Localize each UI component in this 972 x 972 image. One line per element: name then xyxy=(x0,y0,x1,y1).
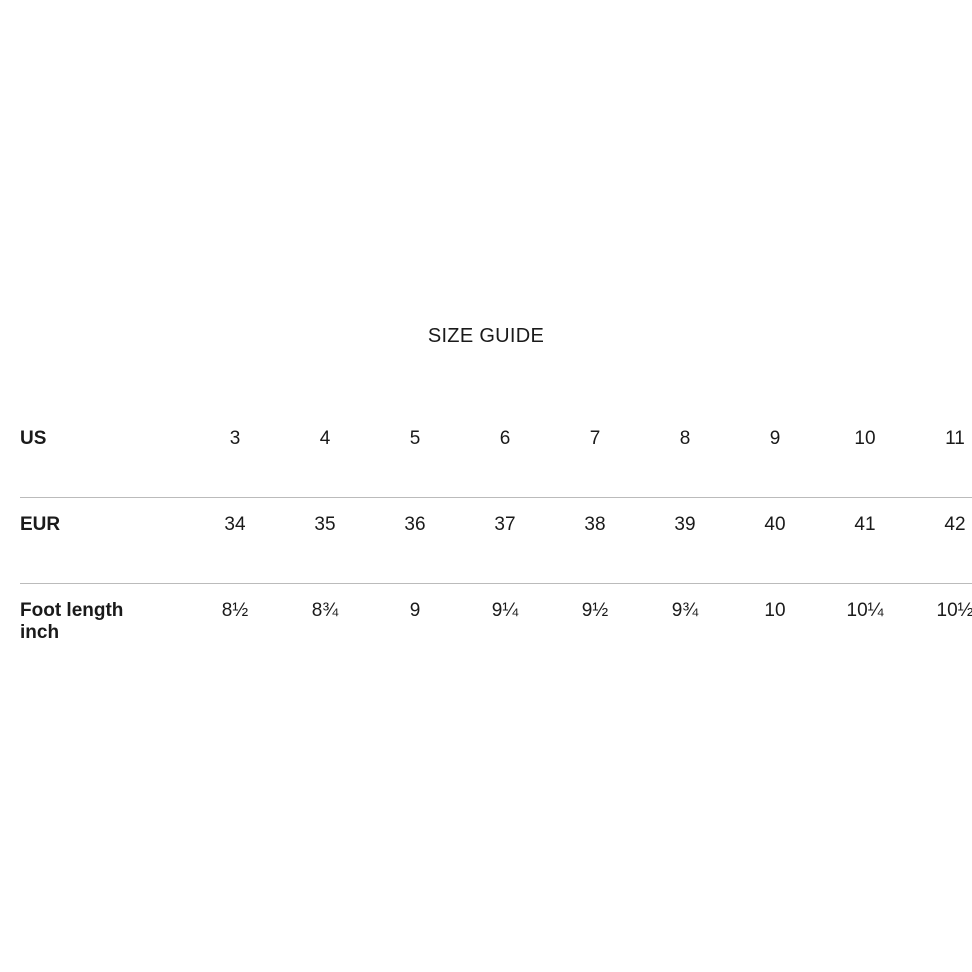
cell-us-2: 4 xyxy=(280,412,370,496)
row-divider-2-line xyxy=(20,582,972,584)
cell-eur-7-text: 40 xyxy=(764,514,786,535)
table-row: Foot length inch 8½ 8¾ 9 9¼ 9½ 9¾ 10 10¼… xyxy=(20,584,972,655)
row-label-us: US xyxy=(20,412,190,496)
cell-us-5: 7 xyxy=(550,412,640,496)
cell-us-4: 6 xyxy=(460,412,550,496)
cell-us-8-text: 10 xyxy=(854,428,876,449)
cell-foot-6: 9¾ xyxy=(640,584,730,655)
cell-foot-7-text: 10 xyxy=(764,600,786,621)
cell-eur-1-text: 34 xyxy=(224,514,246,535)
cell-us-8: 10 xyxy=(820,412,910,496)
row-divider-2 xyxy=(20,582,972,584)
cell-eur-8-text: 41 xyxy=(854,514,876,535)
table-row: EUR 34 35 36 37 38 39 40 41 42 xyxy=(20,498,972,583)
row-label-us-text: US xyxy=(20,428,47,449)
cell-eur-8: 41 xyxy=(820,498,910,583)
cell-eur-3-text: 36 xyxy=(404,514,426,535)
cell-us-9: 11 xyxy=(910,412,972,496)
cell-foot-5-text: 9½ xyxy=(581,600,609,621)
size-guide-table: US 3 4 5 6 7 8 9 10 11 EUR 34 35 36 37 3… xyxy=(20,412,972,654)
cell-us-6: 8 xyxy=(640,412,730,496)
cell-eur-4-text: 37 xyxy=(494,514,516,535)
cell-eur-6: 39 xyxy=(640,498,730,583)
cell-eur-9-text: 42 xyxy=(944,514,966,535)
cell-foot-8: 10¼ xyxy=(820,584,910,655)
cell-eur-2-text: 35 xyxy=(314,514,336,535)
cell-us-4-text: 6 xyxy=(499,428,511,449)
cell-eur-5-text: 38 xyxy=(584,514,606,535)
cell-us-1-text: 3 xyxy=(229,428,241,449)
cell-foot-3-text: 9 xyxy=(409,600,421,621)
cell-foot-2-text: 8¾ xyxy=(311,600,339,621)
cell-foot-4-text: 9¼ xyxy=(491,600,519,621)
cell-us-3-text: 5 xyxy=(409,428,421,449)
row-label-foot-length: Foot length inch xyxy=(20,584,190,655)
cell-us-6-text: 8 xyxy=(679,428,691,449)
cell-eur-2: 35 xyxy=(280,498,370,583)
page-title: SIZE GUIDE xyxy=(427,325,545,347)
cell-foot-8-text: 10¼ xyxy=(846,600,884,621)
cell-foot-5: 9½ xyxy=(550,584,640,655)
cell-foot-4: 9¼ xyxy=(460,584,550,655)
row-label-eur: EUR xyxy=(20,498,190,583)
cell-us-9-text: 11 xyxy=(945,428,965,449)
cell-foot-6-text: 9¾ xyxy=(671,600,699,621)
cell-eur-4: 37 xyxy=(460,498,550,583)
cell-eur-7: 40 xyxy=(730,498,820,583)
cell-eur-6-text: 39 xyxy=(674,514,696,535)
row-divider-1-line xyxy=(20,496,972,498)
cell-us-7-text: 9 xyxy=(769,428,781,449)
cell-us-3: 5 xyxy=(370,412,460,496)
cell-foot-7: 10 xyxy=(730,584,820,655)
cell-us-2-text: 4 xyxy=(319,428,331,449)
row-label-foot-length-text: Foot length inch xyxy=(20,600,124,643)
cell-us-7: 9 xyxy=(730,412,820,496)
cell-eur-5: 38 xyxy=(550,498,640,583)
cell-foot-1: 8½ xyxy=(190,584,280,655)
cell-us-5-text: 7 xyxy=(589,428,601,449)
cell-foot-9: 10½ xyxy=(910,584,972,655)
cell-foot-2: 8¾ xyxy=(280,584,370,655)
cell-eur-1: 34 xyxy=(190,498,280,583)
cell-eur-3: 36 xyxy=(370,498,460,583)
cell-foot-1-text: 8½ xyxy=(221,600,249,621)
cell-eur-9: 42 xyxy=(910,498,972,583)
row-label-eur-text: EUR xyxy=(20,514,61,535)
cell-foot-3: 9 xyxy=(370,584,460,655)
cell-us-1: 3 xyxy=(190,412,280,496)
cell-foot-9-text: 10½ xyxy=(936,600,972,621)
row-divider-1 xyxy=(20,496,972,498)
table-row: US 3 4 5 6 7 8 9 10 11 xyxy=(20,412,972,496)
